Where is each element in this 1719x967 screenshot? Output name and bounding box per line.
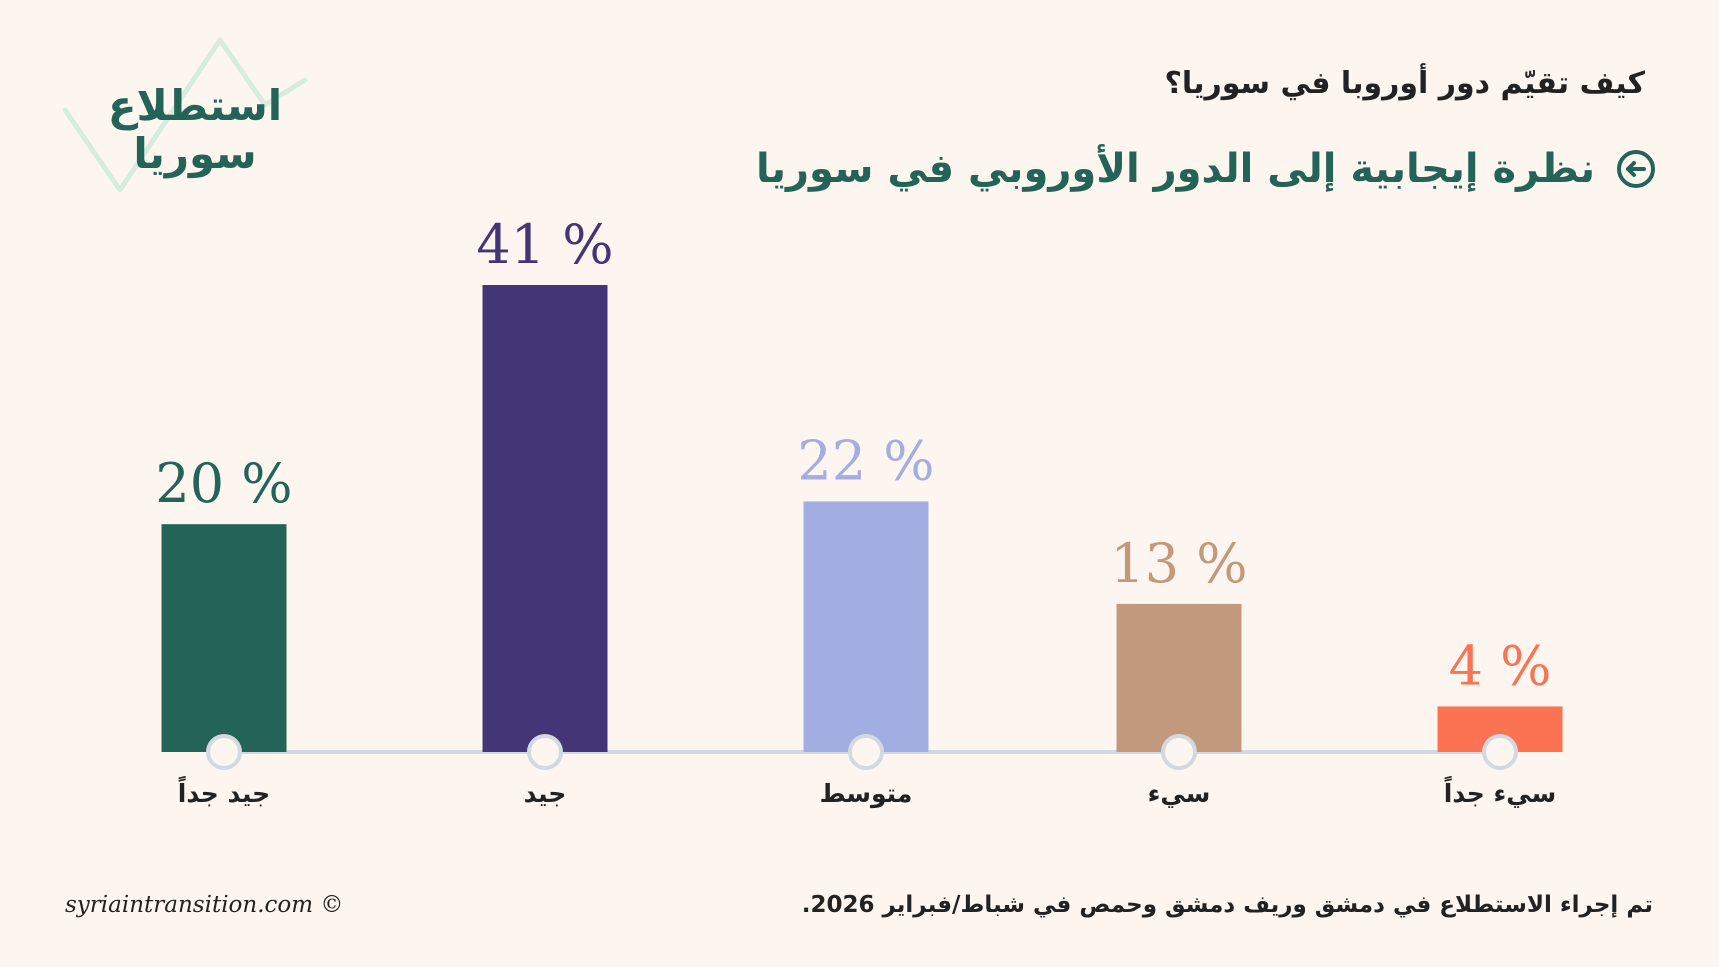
category-label: سيء [1148, 779, 1211, 808]
survey-note: تم إجراء الاستطلاع في دمشق وريف دمشق وحم… [801, 892, 1653, 918]
bar-value-label: 22 % [797, 429, 934, 492]
axis-marker [848, 734, 884, 770]
arrow-left-circle-icon [1617, 150, 1655, 188]
axis-marker [1482, 734, 1518, 770]
category-label: متوسط [820, 779, 913, 809]
logo-line-2: سوريا [133, 129, 257, 178]
bar [482, 285, 608, 752]
bar-value-label: 13 % [1110, 532, 1247, 595]
axis-marker [527, 734, 563, 770]
copyright: syriaintransition.com © [65, 892, 344, 918]
logo-line-1: استطلاع [107, 81, 283, 130]
chart-question: كيف تقيّم دور أوروبا في سوريا؟ [1164, 66, 1645, 101]
headline-text: نظرة إيجابية إلى الدور الأوروبي في سوريا [755, 146, 1595, 192]
bar [803, 501, 929, 752]
bar [161, 524, 287, 752]
category-label: سيء جداً [1444, 776, 1556, 808]
category-label: جيد [524, 779, 567, 808]
bar-value-label: 4 % [1449, 634, 1552, 697]
logo: استطلاع سوريا [55, 30, 315, 220]
chart-headline: نظرة إيجابية إلى الدور الأوروبي في سوريا [756, 146, 1657, 192]
axis-marker [1161, 734, 1197, 770]
bar-value-label: 20 % [155, 452, 292, 515]
category-label: جيد جداً [178, 776, 270, 808]
logo-zigzag-icon [62, 37, 308, 193]
bar-value-label: 41 % [476, 213, 613, 276]
bar [1116, 603, 1242, 752]
axis-marker [206, 734, 242, 770]
logo-text: استطلاع سوريا [95, 82, 295, 178]
